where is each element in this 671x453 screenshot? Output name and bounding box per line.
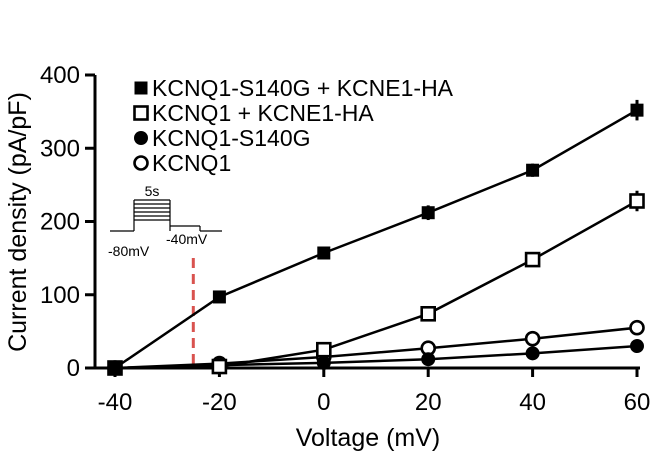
- data-point: [108, 361, 122, 375]
- data-point: [526, 163, 540, 177]
- data-point: [525, 346, 540, 361]
- data-point: [421, 352, 436, 367]
- data-point: [317, 246, 331, 260]
- data-point: [421, 206, 435, 220]
- data-point: [211, 358, 228, 375]
- legend-label-s140g: KCNQ1-S140G: [152, 125, 311, 151]
- series-1: [107, 190, 645, 376]
- protocol-holding-label: -80mV: [108, 243, 150, 259]
- data-point: [629, 319, 645, 336]
- y-tick-label: 300: [40, 135, 80, 162]
- x-tick-label: 40: [519, 389, 546, 416]
- legend-marker: [133, 155, 149, 171]
- data-point: [315, 341, 332, 358]
- x-tick-label: 20: [415, 389, 442, 416]
- data-point: [420, 305, 437, 322]
- y-tick-label: 0: [67, 355, 80, 382]
- legend-label-s140g-kcne1: KCNQ1-S140G + KCNE1-HA: [152, 75, 454, 101]
- legend: KCNQ1-S140G + KCNE1-HA KCNQ1 + KCNE1-HA …: [133, 75, 454, 176]
- series-line: [114, 199, 638, 370]
- legend-marker: [134, 81, 148, 95]
- data-point: [212, 290, 226, 304]
- data-point: [316, 355, 331, 370]
- x-axis-label: Voltage (mV): [296, 424, 441, 452]
- legend-marker: [133, 105, 149, 121]
- x-tick-label: 0: [317, 389, 330, 416]
- x-tick-label: 60: [624, 389, 651, 416]
- legend-label-kcnq1-kcne1: KCNQ1 + KCNE1-HA: [152, 100, 374, 126]
- y-axis-label: Current density (pA/pF): [4, 92, 32, 352]
- protocol-tail-label: -40mV: [166, 231, 208, 247]
- y-tick-label: 200: [40, 209, 80, 236]
- data-point: [630, 103, 644, 117]
- series-2: [108, 339, 644, 375]
- x-tick-label: -20: [202, 389, 237, 416]
- data-point: [524, 251, 541, 268]
- legend-label-kcnq1: KCNQ1: [152, 150, 231, 176]
- series-0: [108, 99, 644, 375]
- voltage-protocol-inset: 5s -80mV -40mV: [108, 183, 222, 259]
- data-point: [630, 339, 644, 354]
- data-point: [524, 330, 541, 347]
- y-tick-label: 100: [40, 282, 80, 309]
- data-point: [629, 193, 645, 209]
- axis-ticks: -40 -20 0 20 40 60 0 100 200 300 400: [40, 62, 650, 416]
- series-layer: [107, 99, 645, 376]
- legend-marker: [134, 131, 148, 145]
- y-tick-label: 400: [40, 62, 80, 89]
- x-tick-label: -40: [98, 389, 133, 416]
- series-line: [114, 109, 638, 370]
- protocol-duration-label: 5s: [145, 183, 160, 199]
